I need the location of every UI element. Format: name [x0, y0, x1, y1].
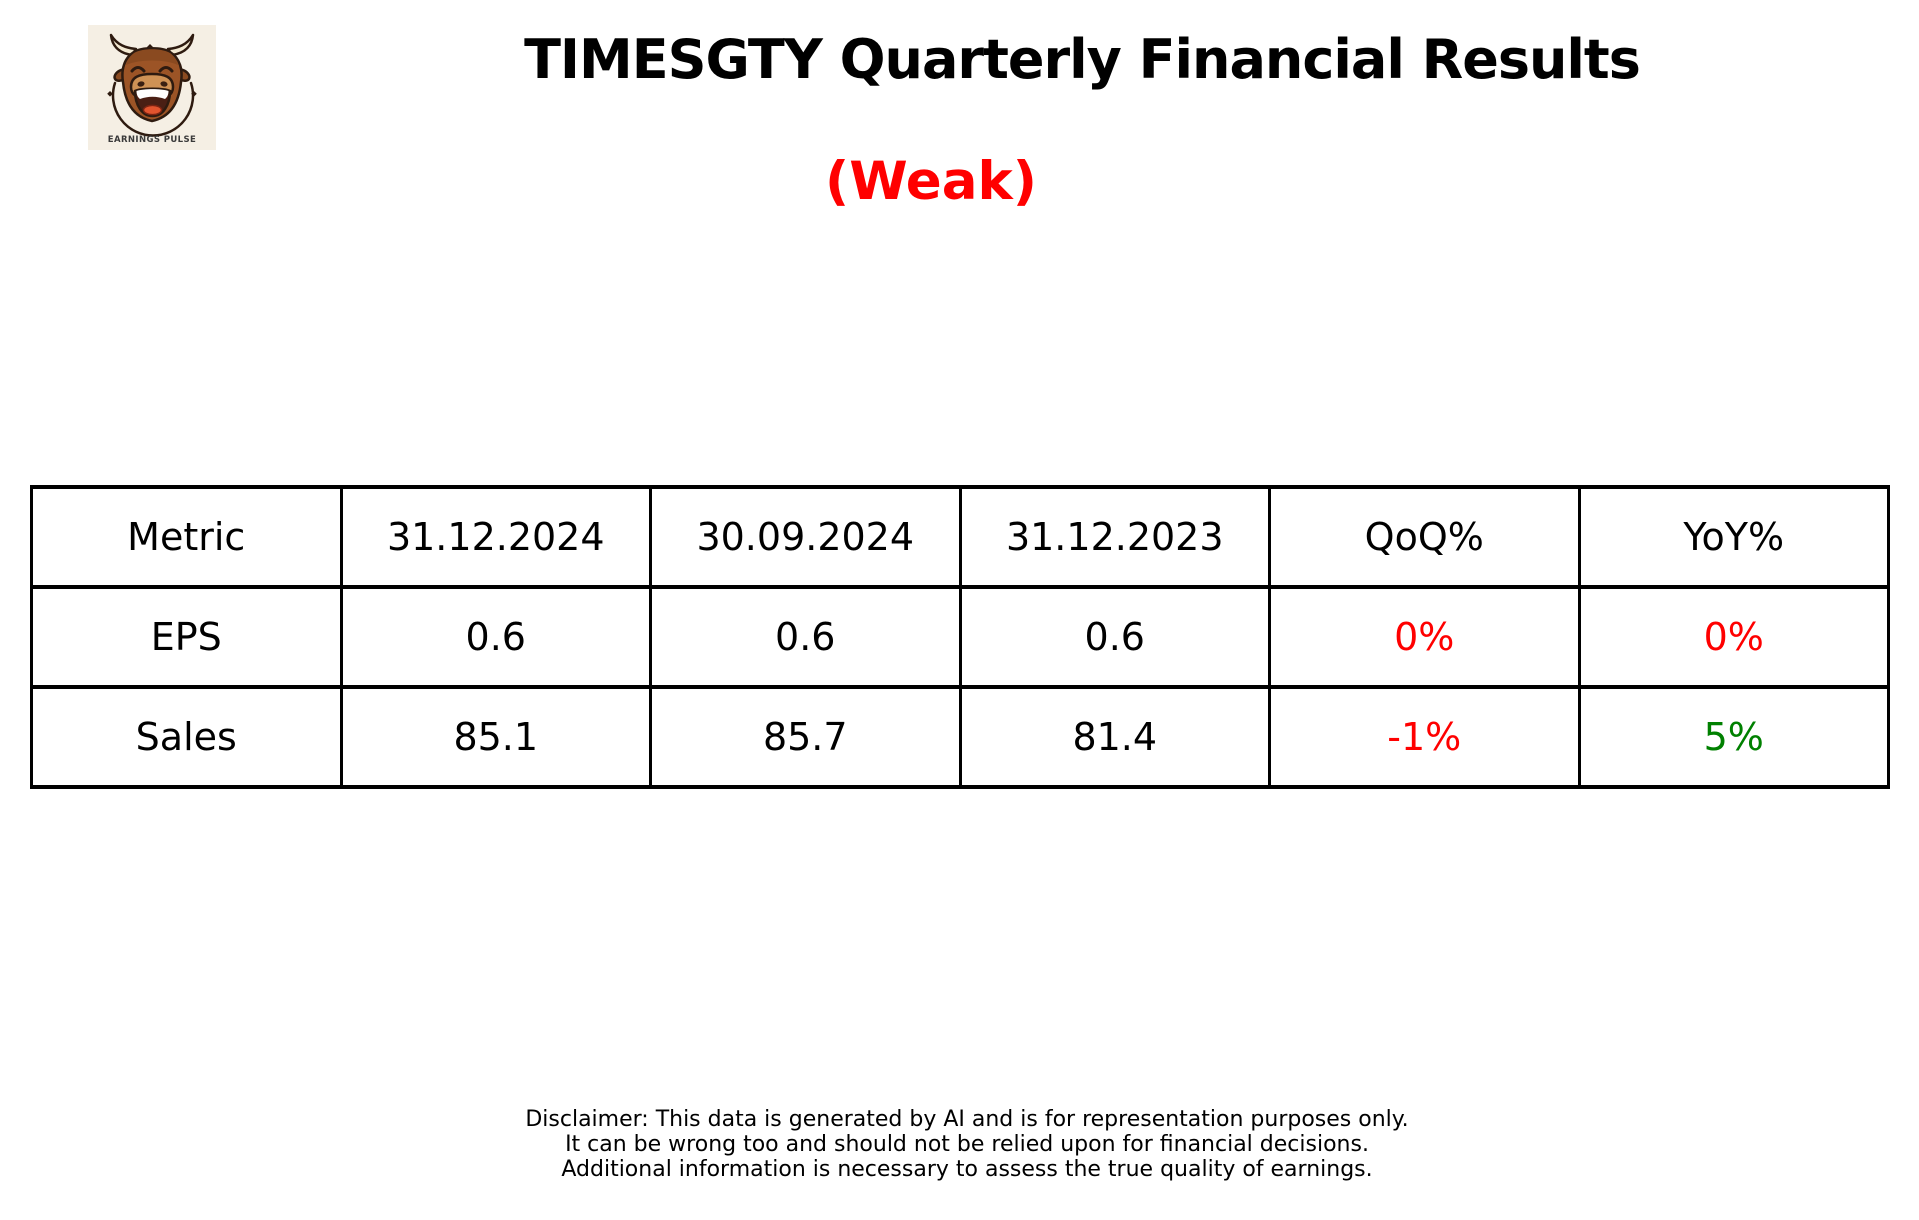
cell-sales-q-current: 85.1	[339, 685, 652, 789]
cell-sales-q-yearago: 81.4	[958, 685, 1271, 789]
cell-sales-yoy: 5%	[1577, 685, 1890, 789]
cell-eps-metric: EPS	[30, 585, 343, 689]
sparkle-icon	[191, 91, 197, 97]
horn-icon	[166, 33, 195, 57]
column-header-q-current: 31.12.2024	[339, 485, 652, 589]
page-title: TIMESGTY Quarterly Financial Results	[524, 28, 1641, 91]
cell-eps-qoq: 0%	[1268, 585, 1581, 689]
logo-arc	[111, 81, 195, 137]
disclaimer-line: It can be wrong too and should not be re…	[565, 1132, 1369, 1157]
teeth	[136, 89, 169, 99]
earnings-pulse-logo: EARNINGS PULSE	[88, 25, 216, 150]
bull-forehead	[126, 49, 178, 65]
column-header-q-prev: 30.09.2024	[649, 485, 962, 589]
disclaimer: Disclaimer: This data is generated by AI…	[525, 1107, 1408, 1182]
column-header-metric: Metric	[30, 485, 343, 589]
verdict-label: (Weak)	[825, 151, 1037, 212]
eye-icon	[130, 66, 146, 73]
cell-sales-metric: Sales	[30, 685, 343, 789]
horn-icon	[109, 33, 138, 57]
cell-eps-q-current: 0.6	[339, 585, 652, 689]
sparkle-icon	[107, 91, 113, 97]
cell-sales-q-prev: 85.7	[649, 685, 962, 789]
disclaimer-line: Additional information is necessary to a…	[561, 1157, 1373, 1182]
cell-eps-yoy: 0%	[1577, 585, 1890, 689]
eye-icon	[158, 66, 174, 73]
logo-brand-text: EARNINGS PULSE	[108, 135, 196, 145]
column-header-yoy: YoY%	[1577, 485, 1890, 589]
cell-eps-q-yearago: 0.6	[958, 585, 1271, 689]
column-header-qoq: QoQ%	[1268, 485, 1581, 589]
financial-results-table: Metric 31.12.2024 30.09.2024 31.12.2023 …	[30, 485, 1890, 789]
table-header-row: Metric 31.12.2024 30.09.2024 31.12.2023 …	[30, 485, 1890, 589]
tongue	[142, 104, 163, 116]
nostril-icon	[137, 81, 145, 87]
nostril-icon	[160, 81, 168, 87]
table-row-sales: Sales 85.1 85.7 81.4 -1% 5%	[30, 685, 1890, 789]
table-row-eps: EPS 0.6 0.6 0.6 0% 0%	[30, 585, 1890, 689]
bull-logo-icon: EARNINGS PULSE	[88, 25, 216, 150]
disclaimer-line: Disclaimer: This data is generated by AI…	[525, 1107, 1409, 1132]
cell-sales-qoq: -1%	[1268, 685, 1581, 789]
cell-eps-q-prev: 0.6	[649, 585, 962, 689]
column-header-q-yearago: 31.12.2023	[958, 485, 1271, 589]
